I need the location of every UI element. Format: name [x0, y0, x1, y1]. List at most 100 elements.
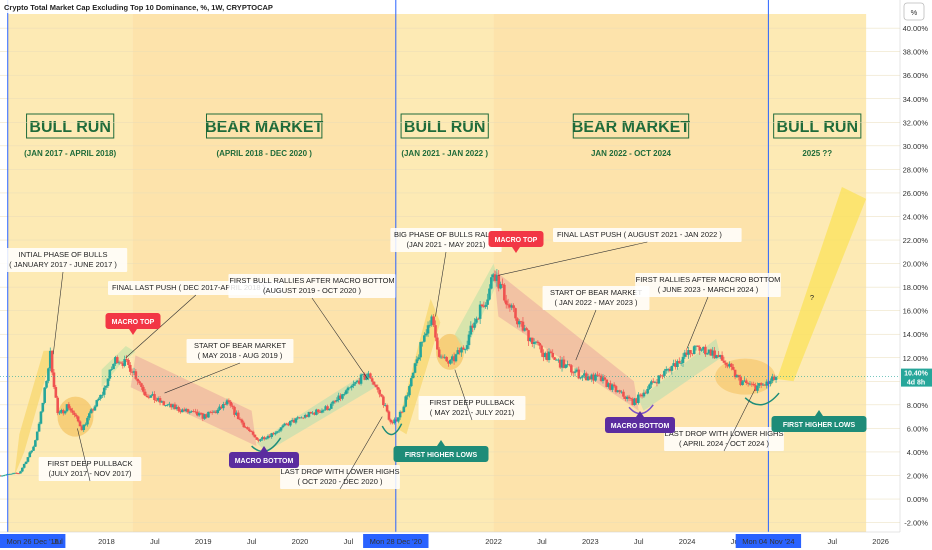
candle-body — [432, 316, 435, 326]
candle-body — [607, 383, 610, 387]
badge-box-5 — [771, 416, 867, 432]
candle-body — [724, 362, 728, 365]
region-bull-leg-2 — [396, 298, 441, 435]
candle-body — [17, 473, 20, 475]
candle-body — [476, 318, 480, 320]
annotation-leader-0 — [52, 271, 64, 355]
candle-body — [162, 401, 166, 406]
candle-body — [37, 423, 41, 432]
candle-body — [179, 410, 182, 413]
candle-body — [501, 283, 504, 285]
candle-body — [91, 409, 95, 411]
candle-body — [519, 321, 523, 322]
candle-body — [672, 363, 675, 366]
candle-body — [298, 417, 301, 419]
candle-body — [106, 378, 110, 387]
candle-body — [469, 325, 473, 335]
candle-body — [134, 371, 138, 379]
candle-body — [240, 419, 244, 423]
candle-body — [471, 325, 475, 328]
candle-body — [357, 380, 361, 384]
candle-body — [8, 473, 11, 475]
candle-body — [4, 474, 7, 476]
candle-body — [497, 275, 501, 289]
candle-body — [404, 396, 408, 407]
candle-body — [337, 395, 341, 401]
region-rally-2 — [638, 338, 721, 411]
candle-body — [119, 362, 123, 364]
y-tick-10: 18.00% — [903, 283, 929, 292]
candle-body — [508, 304, 512, 308]
candle-body — [261, 437, 264, 440]
candle-body — [417, 357, 421, 360]
y-tick-17: 32.00% — [903, 118, 929, 127]
candle-body — [543, 353, 547, 358]
candle-body — [562, 359, 566, 368]
candle-body — [452, 356, 456, 362]
candle-body — [584, 373, 588, 381]
candle-body — [555, 359, 558, 361]
candle-body — [73, 412, 76, 415]
candle-body — [691, 353, 694, 355]
candle-body — [661, 375, 664, 377]
badge-top-0: MACRO TOP — [112, 319, 155, 326]
candle-body — [63, 411, 67, 414]
candle-body — [244, 427, 247, 428]
candle-body — [733, 369, 737, 378]
annotation-leader-10 — [686, 296, 709, 349]
chart-title: Crypto Total Market Cap Excluding Top 10… — [4, 3, 273, 12]
candle-body — [685, 352, 689, 355]
phase-range-1: (APRIL 2018 - DEC 2020 ) — [216, 149, 312, 158]
candle-body — [242, 422, 246, 428]
candle-body — [642, 392, 646, 397]
candle-body — [765, 381, 769, 386]
candle-body — [547, 351, 551, 361]
candle-body — [564, 364, 568, 368]
candle-body — [2, 475, 6, 477]
candle-body — [473, 322, 476, 328]
candle-body — [597, 375, 601, 377]
phase-title-3: BEAR MARKET — [572, 119, 690, 136]
y-tick-16: 30.00% — [903, 142, 929, 151]
region-last-drop-2 — [715, 358, 776, 395]
candle-body — [599, 375, 603, 381]
candle-body — [255, 437, 259, 440]
candle-body — [681, 356, 685, 363]
candle-body — [717, 355, 720, 357]
candle-body — [769, 380, 772, 384]
annotation-4: FIRST BULL RALLIES AFTER MACRO BOTTOM (AU… — [229, 276, 394, 295]
candle-body — [24, 461, 28, 464]
candle-body — [517, 321, 521, 325]
phase-range-2: (JAN 2021 - JAN 2022 ) — [401, 149, 488, 158]
annotation-box-10 — [635, 273, 781, 297]
candle-body — [711, 350, 715, 356]
candle-body — [26, 457, 30, 462]
candle-body — [121, 363, 125, 366]
candle-body — [666, 368, 670, 370]
x-tick-11: 2023 — [582, 537, 599, 546]
candle-body — [235, 412, 238, 415]
x-tick-7: Jul — [344, 537, 354, 546]
badge-box-2 — [393, 446, 489, 462]
candle-body — [76, 416, 80, 422]
annotation-box-6 — [390, 228, 502, 252]
annotation-box-5 — [280, 465, 400, 489]
candle-body — [97, 398, 100, 401]
candle-body — [324, 406, 327, 410]
candle-body — [644, 392, 648, 394]
candle-body — [290, 419, 294, 421]
candle-body — [331, 401, 335, 404]
candle-body — [266, 435, 270, 439]
candle-body — [311, 412, 314, 414]
candle-body — [95, 400, 99, 407]
candle-body — [223, 404, 227, 405]
candle-body — [142, 386, 145, 392]
candle-body — [283, 423, 287, 426]
candle-body — [424, 333, 428, 336]
x-tick-highlight-8 — [363, 534, 429, 548]
candle-body — [488, 288, 491, 300]
candle-body — [441, 356, 445, 358]
candle-body — [495, 275, 499, 281]
candle-body — [333, 401, 337, 403]
